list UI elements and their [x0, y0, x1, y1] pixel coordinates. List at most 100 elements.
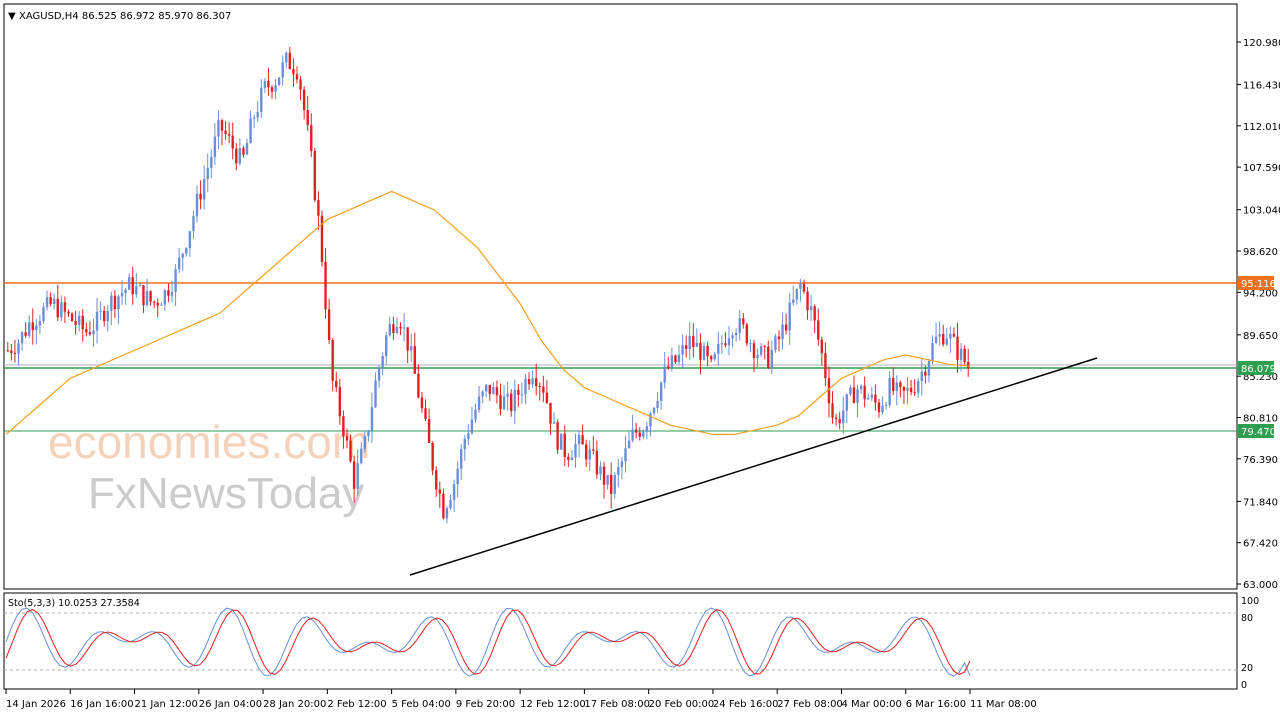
candle-bull — [792, 299, 795, 303]
price-axis: 120.980 116.430 112.010 107.590 103.040 98.62… — [1237, 38, 1280, 591]
candle-bull — [177, 257, 181, 270]
candle-bear — [813, 306, 816, 321]
candle-bull — [195, 193, 199, 217]
candle-bull — [795, 288, 799, 300]
candle-bear — [706, 345, 709, 357]
candle-bull — [356, 463, 359, 489]
candle-bear — [752, 343, 756, 359]
candle-bull — [856, 389, 859, 403]
candle-bull — [870, 394, 874, 398]
candle-bull — [599, 466, 602, 475]
candle-bear — [874, 394, 877, 403]
candle-bear — [13, 353, 17, 355]
candle-bear — [820, 339, 824, 354]
candle-bear — [699, 342, 702, 360]
candle-bull — [206, 167, 209, 179]
candle-bull — [717, 343, 720, 354]
candle-bull — [477, 396, 481, 410]
candle-bull — [713, 353, 716, 360]
candle-bull — [370, 407, 374, 431]
candle-bull — [20, 332, 24, 344]
candle-bull — [210, 156, 213, 168]
candle-bear — [299, 79, 302, 90]
candle-bull — [492, 387, 495, 395]
candle-bear — [49, 297, 52, 305]
candle-bull — [949, 333, 952, 339]
candle-bear — [438, 489, 441, 494]
candle-bull — [402, 327, 406, 329]
candle-bull — [663, 366, 666, 383]
candle-bear — [549, 402, 552, 424]
candle-bull — [670, 355, 674, 368]
price-tick-label: 116.430 — [1243, 81, 1280, 92]
stoch-main-line — [5, 607, 971, 677]
candle-bull — [410, 346, 413, 351]
candle-bull — [452, 484, 456, 500]
candle-bull — [17, 343, 20, 354]
candle-bear — [831, 403, 834, 418]
candle-bull — [688, 335, 691, 350]
candle-bear — [499, 395, 502, 409]
candle-bull — [749, 343, 752, 345]
candle-bear — [956, 336, 959, 360]
candle-bull — [256, 111, 259, 118]
candle-bull — [809, 306, 813, 311]
candle-bull — [395, 326, 399, 333]
candle-bull — [642, 431, 645, 437]
candle-bear — [877, 402, 881, 413]
candle-bear — [10, 350, 13, 354]
candle-bull — [188, 231, 192, 249]
candle-bull — [774, 336, 777, 351]
candle-bull — [274, 85, 277, 92]
candle-bull — [45, 297, 49, 308]
price-tick-label: 71.840 — [1243, 497, 1278, 508]
candle-bull — [388, 324, 392, 336]
candle-bear — [745, 324, 749, 344]
candle-bull — [192, 216, 195, 232]
candle-bull — [938, 333, 941, 337]
candle-bull — [474, 409, 477, 420]
candle-bull — [445, 508, 449, 519]
price-tick-label: 89.650 — [1243, 331, 1278, 342]
candle-bear — [638, 432, 641, 437]
price-tick-label: 67.420 — [1243, 539, 1278, 550]
price-tick-label: 94.200 — [1243, 288, 1278, 299]
chart-menu-arrow[interactable]: ▼ — [8, 11, 16, 22]
candle-bull — [281, 62, 284, 78]
candle-bull — [531, 378, 534, 385]
candle-bull — [888, 377, 891, 405]
candle-bull — [285, 52, 288, 63]
candle-bull — [135, 286, 138, 295]
candle-bear — [267, 80, 270, 88]
current-price-tag — [1238, 361, 1274, 375]
candle-bull — [624, 448, 627, 462]
resistance-tag — [1238, 276, 1274, 290]
candle-bear — [74, 321, 77, 325]
candle-bear — [556, 422, 559, 450]
candle-bear — [495, 387, 499, 396]
candle-bear — [563, 433, 566, 457]
stoch-tick-label: 0 — [1241, 680, 1247, 691]
candle-bear — [542, 386, 545, 393]
candle-bear — [199, 193, 202, 200]
candle-bear — [6, 350, 9, 352]
candle-bull — [181, 253, 184, 258]
candle-bull — [649, 413, 652, 427]
candle-bull — [185, 248, 188, 254]
candle-bear — [295, 74, 299, 80]
candle-bear — [517, 389, 520, 395]
candle-bear — [335, 380, 338, 388]
candle-bear — [331, 340, 334, 381]
candle-bear — [909, 387, 913, 393]
candle-bull — [720, 343, 724, 345]
candle-bear — [242, 148, 245, 155]
candle-bear — [220, 120, 224, 131]
candle-bear — [667, 366, 670, 368]
candle-bull — [734, 332, 738, 336]
trendline[interactable] — [409, 357, 1098, 576]
time-tick-label: 20 Feb 00:00 — [649, 699, 715, 710]
candle-bull — [756, 354, 759, 359]
candle-bull — [681, 345, 684, 355]
candle-bull — [163, 290, 167, 305]
